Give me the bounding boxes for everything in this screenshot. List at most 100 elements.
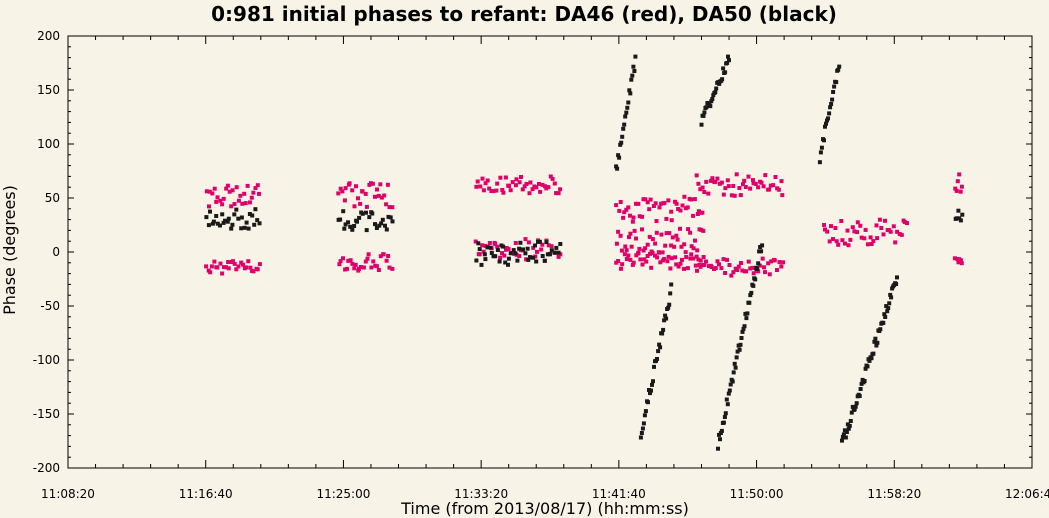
data-point [225,219,230,224]
data-point [384,227,389,232]
data-point [640,426,645,431]
data-point [780,193,785,198]
data-point [740,329,745,334]
data-point [702,190,707,194]
data-point [648,391,652,396]
data-point [244,265,249,270]
data-point [526,240,531,245]
data-point [887,301,892,306]
data-point [508,188,513,193]
data-point [636,250,641,255]
data-point [547,252,552,257]
data-point [637,246,642,251]
data-point [708,104,713,109]
data-point [632,69,637,73]
data-point [897,232,902,236]
data-point [361,265,366,270]
data-point [867,358,872,363]
data-point [212,259,217,264]
data-point [691,246,696,251]
data-point [517,254,522,258]
data-point [616,229,621,234]
data-point [841,432,846,437]
data-point [528,255,532,260]
data-point [739,336,744,340]
data-point [831,237,835,242]
data-point [883,315,888,319]
data-point [498,175,503,180]
data-point [350,227,355,232]
data-point [726,54,730,59]
data-point [345,266,349,271]
data-point [717,262,721,267]
data-point [877,217,882,222]
data-point [549,248,554,253]
data-point [701,255,706,259]
data-point [350,261,355,266]
data-point [666,254,671,259]
data-point [230,188,235,193]
data-point [760,256,765,261]
data-point [719,180,724,185]
data-point [691,213,696,218]
data-point [624,257,629,261]
data-point [734,355,739,360]
data-point [534,185,539,190]
data-point [215,265,220,270]
data-point [750,265,755,270]
data-point [871,351,876,356]
data-point [738,193,743,198]
data-point [223,218,227,223]
data-point [343,222,348,227]
data-point [244,220,249,225]
data-point [538,189,543,194]
y-tick-label: -50 [40,299,60,313]
data-point [728,382,733,387]
y-tick-label: 50 [45,191,60,205]
data-point [338,186,343,191]
data-point [665,259,670,264]
data-point [229,204,234,209]
data-point [207,189,212,194]
data-point [506,262,510,267]
data-point [346,258,351,263]
data-point [737,347,742,352]
data-point [699,227,704,232]
data-point [234,267,239,272]
data-point [875,236,880,241]
data-point [734,172,739,177]
chart-title: 0:981 initial phases to refant: DA46 (re… [211,2,837,26]
data-point [614,241,619,246]
data-point [626,205,631,210]
data-point [524,182,529,186]
data-point [257,262,262,267]
data-point [515,258,520,263]
data-point [644,259,649,264]
data-point [549,244,554,249]
data-point [952,256,957,261]
data-point [358,265,363,269]
data-point [483,181,488,186]
data-point [645,200,650,205]
data-point [659,201,664,206]
data-point [544,186,549,191]
data-point [224,265,228,270]
data-point [615,166,620,171]
data-point [656,349,661,354]
data-point [779,264,784,269]
data-point [875,340,880,345]
data-point [230,222,235,227]
data-point [855,230,860,235]
data-point [628,213,632,218]
data-point [721,420,726,425]
data-point [668,266,673,271]
data-point [678,261,683,266]
data-point [777,260,782,265]
data-point [346,220,350,225]
data-point [623,114,628,119]
data-point [698,258,703,263]
data-point [857,394,862,398]
data-point [367,215,372,220]
data-point [521,247,525,252]
data-point [525,246,530,251]
